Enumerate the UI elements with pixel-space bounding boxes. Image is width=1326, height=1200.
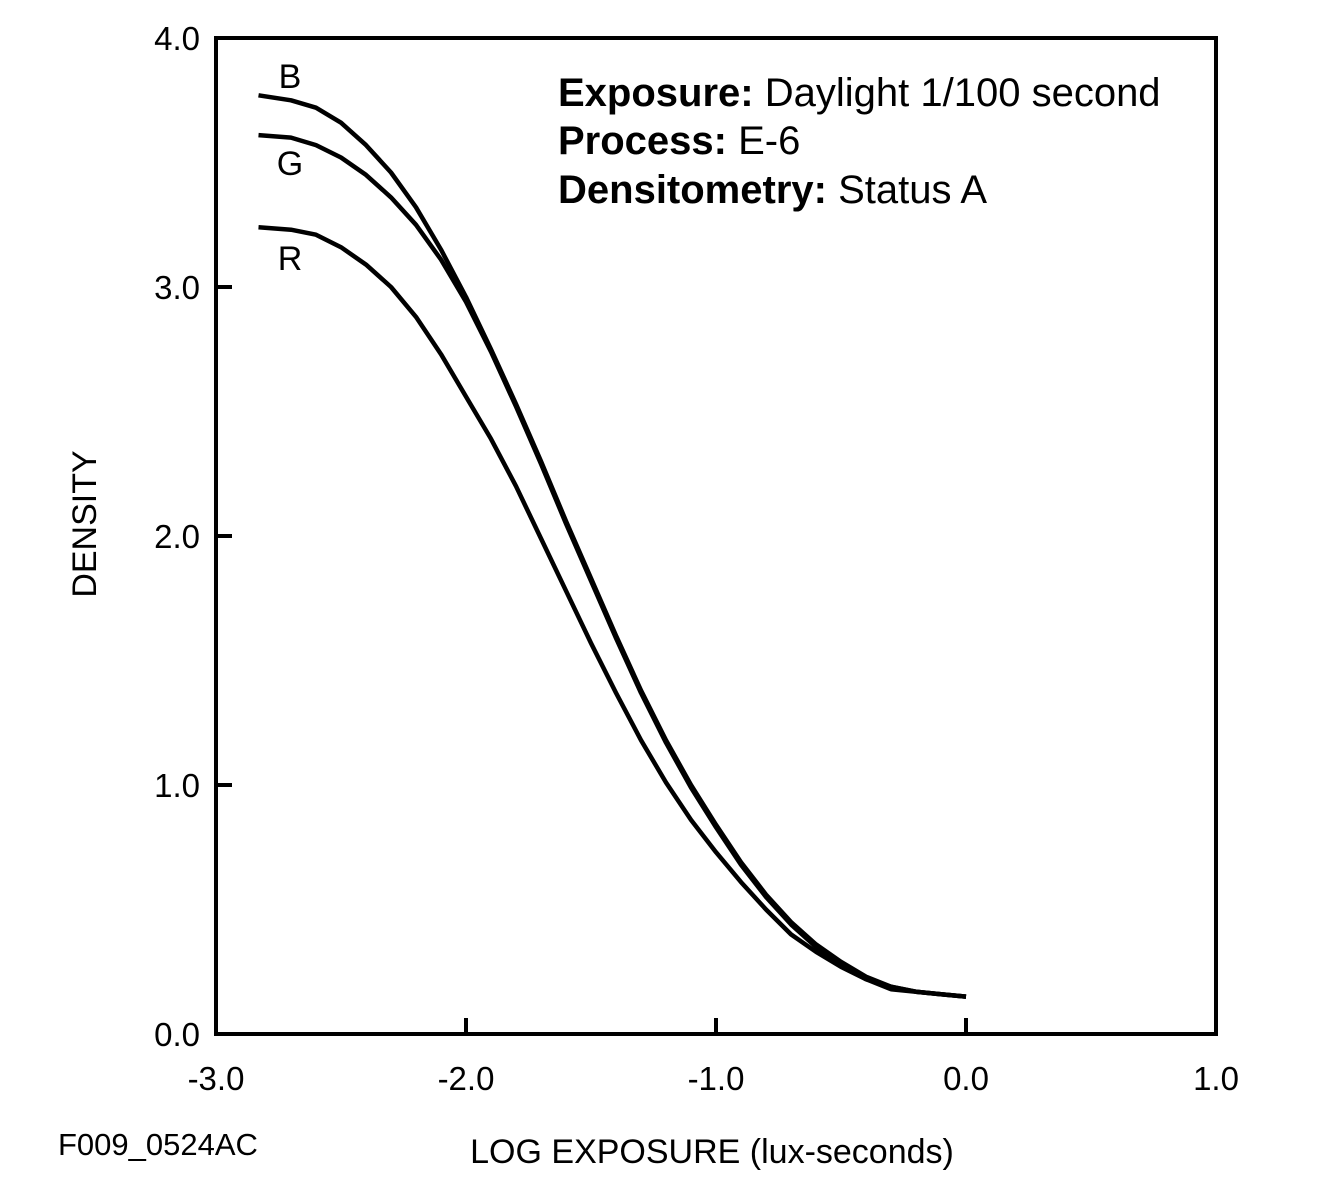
series-lines	[258, 93, 967, 999]
y-tick-label: 2.0	[154, 518, 200, 555]
info-value-densitometry: Status A	[838, 168, 987, 212]
series-label-b: B	[279, 58, 302, 96]
x-tick-label: -3.0	[188, 1060, 245, 1097]
series-line-r	[258, 224, 967, 999]
info-line-process: Process: E-6	[558, 119, 800, 163]
series-label-g: G	[277, 145, 303, 183]
x-tick-label: -1.0	[688, 1060, 745, 1097]
info-box: Exposure: Daylight 1/100 second Process:…	[558, 71, 1161, 212]
figure-id: F009_0524AC	[58, 1127, 258, 1162]
x-tick-label: -2.0	[438, 1060, 495, 1097]
info-label-densitometry: Densitometry:	[558, 168, 827, 212]
series-label-r: R	[278, 240, 303, 278]
x-tick-label: 1.0	[1193, 1060, 1239, 1097]
y-tick-label: 1.0	[154, 767, 200, 804]
info-line-exposure: Exposure: Daylight 1/100 second	[558, 71, 1161, 115]
y-tick-label: 3.0	[154, 269, 200, 306]
x-tick-label: 0.0	[943, 1060, 989, 1097]
info-value-process: E-6	[738, 119, 800, 163]
x-axis-title: LOG EXPOSURE (lux-seconds)	[470, 1133, 954, 1171]
info-label-exposure: Exposure:	[558, 71, 754, 115]
y-tick-label: 4.0	[154, 20, 200, 57]
info-label-process: Process:	[558, 119, 727, 163]
y-axis-title: DENSITY	[66, 450, 104, 597]
info-value-exposure: Daylight 1/100 second	[765, 71, 1161, 115]
series-line-b	[258, 93, 967, 999]
axis-ticks: -3.0 -2.0 -1.0 0.0 1.0 0.0 1.0 2.0 3.0 4.0	[154, 20, 1239, 1097]
info-line-densitometry: Densitometry: Status A	[558, 168, 987, 212]
y-tick-label: 0.0	[154, 1016, 200, 1053]
